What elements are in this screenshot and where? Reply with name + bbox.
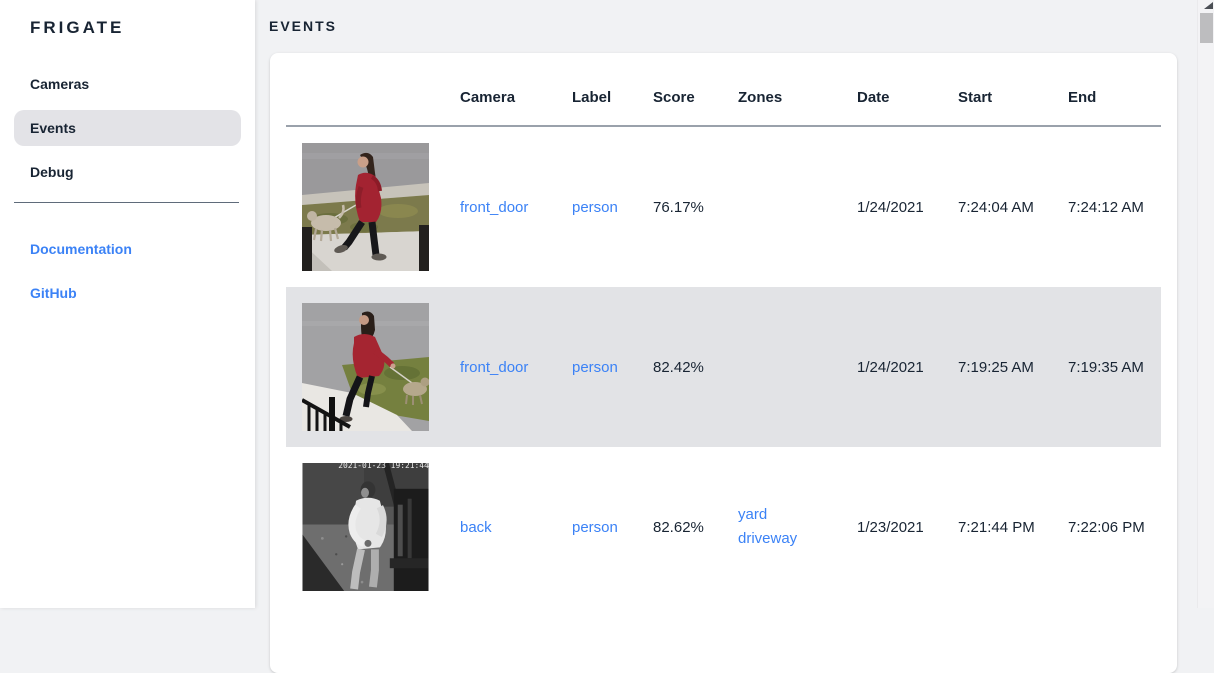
label-link[interactable]: person xyxy=(572,518,618,536)
score-value: 82.42% xyxy=(653,358,704,376)
label-link[interactable]: person xyxy=(572,358,618,376)
event-thumbnail[interactable] xyxy=(302,143,429,271)
end-value: 7:22:06 PM xyxy=(1068,518,1145,536)
sidebar-item-label: Cameras xyxy=(30,76,90,92)
camera-link[interactable]: back xyxy=(460,518,492,536)
start-value: 7:21:44 PM xyxy=(958,518,1035,536)
main-content: EVENTS Camera Label Score Zones Date Sta… xyxy=(255,0,1197,673)
person-night-bw-image: 2021-01-23 19:21:44 xyxy=(302,463,429,591)
events-table: Camera Label Score Zones Date Start End xyxy=(286,69,1161,607)
sidebar-link-label: Documentation xyxy=(30,241,132,257)
sidebar-item-label: Events xyxy=(30,120,76,136)
sidebar-links: Documentation GitHub xyxy=(0,231,255,311)
column-header-score: Score xyxy=(637,69,722,127)
zone-link[interactable]: driveway xyxy=(738,530,798,547)
scrollbar-arrow-icon[interactable] xyxy=(1204,2,1213,9)
scrollbar-thumb[interactable] xyxy=(1200,13,1213,43)
person-walking-dog-day-image xyxy=(302,143,429,271)
score-value: 82.62% xyxy=(653,518,704,536)
end-value: 7:19:35 AM xyxy=(1068,358,1144,376)
sidebar-item-label: Debug xyxy=(30,164,74,180)
column-header-date: Date xyxy=(841,69,942,127)
events-card: Camera Label Score Zones Date Start End xyxy=(270,53,1177,673)
zone-link[interactable]: yard xyxy=(738,506,768,523)
sidebar-item-events[interactable]: Events xyxy=(14,110,241,146)
date-value: 1/24/2021 xyxy=(857,198,924,216)
event-row: front_door person 76.17% 1/24/2021 7:24:… xyxy=(286,126,1161,287)
sidebar-link-github[interactable]: GitHub xyxy=(14,275,241,311)
person-walking-dog-day-2-image xyxy=(302,303,429,431)
sidebar-nav: Cameras Events Debug xyxy=(0,66,255,190)
start-value: 7:19:25 AM xyxy=(958,358,1034,376)
date-value: 1/24/2021 xyxy=(857,358,924,376)
events-table-body: front_door person 76.17% 1/24/2021 7:24:… xyxy=(286,126,1161,607)
sidebar-item-debug[interactable]: Debug xyxy=(14,154,241,190)
sidebar-divider xyxy=(14,202,239,203)
date-value: 1/23/2021 xyxy=(857,518,924,536)
event-row: front_door person 82.42% 1/24/2021 7:19:… xyxy=(286,287,1161,447)
sidebar-link-documentation[interactable]: Documentation xyxy=(14,231,241,267)
label-link[interactable]: person xyxy=(572,198,618,216)
camera-link[interactable]: front_door xyxy=(460,198,529,216)
app-logo[interactable]: FRIGATE xyxy=(30,18,125,37)
zones-cell xyxy=(722,126,841,287)
thumbnail-timestamp-text: 2021-01-23 19:21:44 xyxy=(338,463,429,470)
column-header-zones: Zones xyxy=(722,69,841,127)
column-header-thumbnail xyxy=(286,69,444,127)
sidebar: FRIGATE Cameras Events Debug Documentati… xyxy=(0,0,255,608)
zones-cell xyxy=(722,287,841,447)
column-header-start: Start xyxy=(942,69,1052,127)
sidebar-link-label: GitHub xyxy=(30,285,77,301)
table-header-row: Camera Label Score Zones Date Start End xyxy=(286,69,1161,127)
page-title: EVENTS xyxy=(269,18,338,34)
column-header-label: Label xyxy=(556,69,637,127)
sidebar-item-cameras[interactable]: Cameras xyxy=(14,66,241,102)
camera-link[interactable]: front_door xyxy=(460,358,529,376)
event-thumbnail[interactable] xyxy=(302,303,429,431)
score-value: 76.17% xyxy=(653,198,704,216)
column-header-end: End xyxy=(1052,69,1161,127)
start-value: 7:24:04 AM xyxy=(958,198,1034,216)
zones-cell: yard driveway xyxy=(722,447,841,607)
event-thumbnail[interactable]: 2021-01-23 19:21:44 xyxy=(302,463,429,591)
column-header-camera: Camera xyxy=(444,69,556,127)
event-row: 2021-01-23 19:21:44 back person 82.62% y… xyxy=(286,447,1161,607)
vertical-scrollbar[interactable] xyxy=(1197,0,1214,608)
end-value: 7:24:12 AM xyxy=(1068,198,1144,216)
